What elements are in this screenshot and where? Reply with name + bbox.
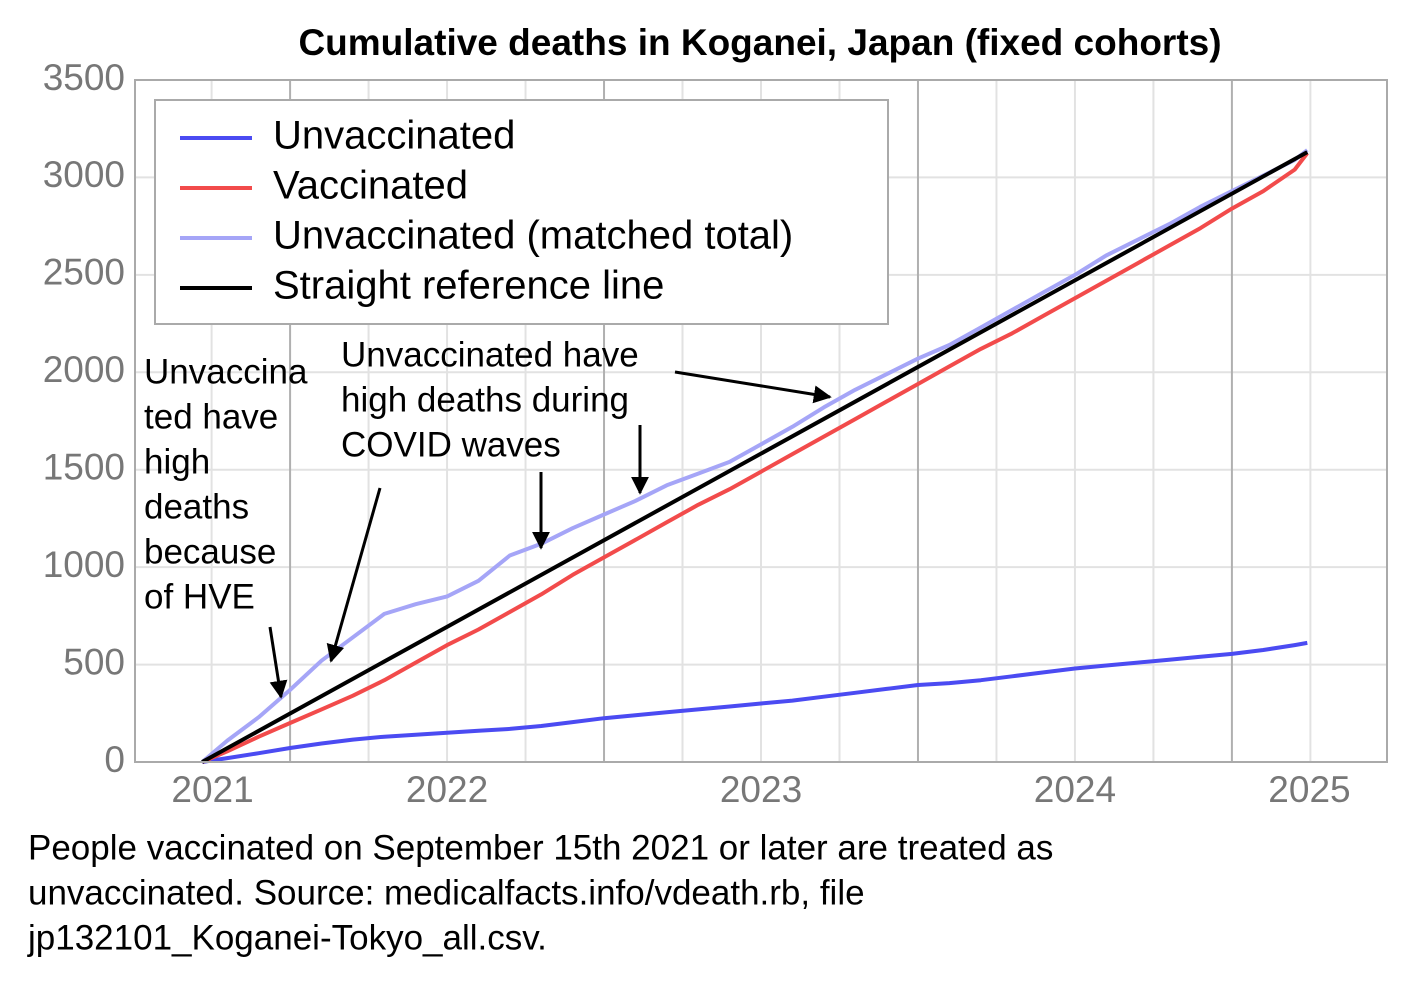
annotation: because [144,532,276,571]
plot-lines [200,148,1309,764]
y-tick-label: 500 [63,641,125,682]
x-tick-label: 2021 [171,769,253,810]
caption-line: jp132101_Koganei-Tokyo_all.csv. [27,918,547,957]
series-line [200,148,1309,764]
annotation: ted have [144,397,278,436]
y-tick-label: 0 [104,739,125,780]
arrow [268,626,288,699]
y-tick-label: 3500 [43,57,125,98]
x-tick-label: 2025 [1268,769,1350,810]
y-tick-label: 2500 [43,252,125,293]
chart-title: Cumulative deaths in Koganei, Japan (fix… [298,22,1221,63]
x-tick-label: 2022 [406,769,488,810]
legend-label: Unvaccinated (matched total) [273,214,793,258]
annotation: deaths [144,487,249,526]
legend-label: Unvaccinated [273,114,515,158]
legend-label: Straight reference line [273,264,664,308]
legend-label: Vaccinated [273,164,468,208]
y-tick-label: 3000 [43,154,125,195]
plot-frame [134,79,1388,763]
annotation: high deaths during [341,380,629,419]
series-line [201,151,1309,764]
legend-box [154,99,889,325]
annotation: Unvaccinated have [341,335,639,374]
y-tick-label: 2000 [43,349,125,390]
arrows [268,370,832,699]
series-line [201,640,1308,764]
series-line [201,150,1309,764]
y-tick-label: 1500 [43,446,125,487]
caption-line: People vaccinated on September 15th 2021… [28,828,1053,867]
x-tick-label: 2023 [720,769,802,810]
annotation: Unvaccina [144,352,308,391]
legend: Unvaccinated Vaccinated Unvaccinated (matc… [154,99,889,325]
arrow [326,487,382,663]
x-tick-label: 2024 [1034,769,1116,810]
caption: People vaccinated on September 15th 2021… [27,828,1053,957]
annotation: of HVE [144,577,255,616]
caption-line: unvaccinated. Source: medicalfacts.info/… [28,873,865,912]
annotation: high [144,442,210,481]
y-tick-label: 1000 [43,544,125,585]
arrow [674,370,832,404]
annotation: COVID waves [341,425,561,464]
